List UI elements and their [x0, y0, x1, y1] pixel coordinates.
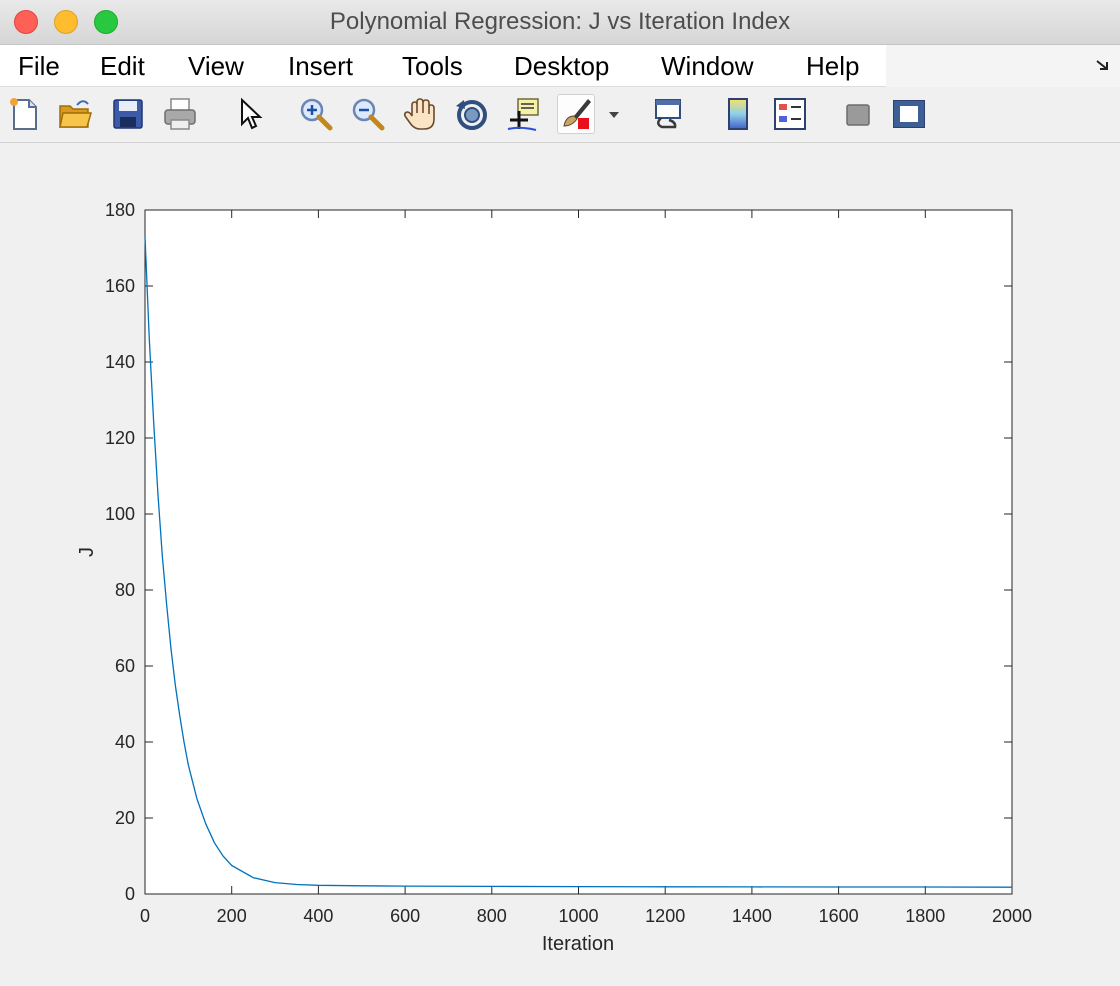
- x-tick-label: 0: [140, 906, 150, 926]
- hide-plot-tools-icon[interactable]: [840, 96, 876, 132]
- x-tick-label: 1200: [645, 906, 685, 926]
- figure-canvas[interactable]: 0 200 400 600 800 1000 1200 1400 1600 1800 2000 0 20…: [0, 143, 1120, 986]
- y-tick-label: 0: [125, 884, 135, 904]
- menu-strip: [0, 45, 886, 87]
- new-figure-icon[interactable]: [6, 96, 42, 132]
- dropdown-arrow-icon[interactable]: [604, 96, 624, 132]
- dock-figure-icon[interactable]: [1094, 57, 1112, 75]
- x-tick-label: 1800: [905, 906, 945, 926]
- pan-hand-icon[interactable]: [402, 96, 438, 132]
- zoom-window-button[interactable]: [94, 10, 118, 34]
- menu-tools[interactable]: Tools: [402, 51, 463, 81]
- menu-desktop[interactable]: Desktop: [514, 51, 610, 81]
- figure-toolbar: [0, 88, 1120, 143]
- pointer-icon[interactable]: [232, 96, 268, 132]
- x-tick-label: 400: [303, 906, 333, 926]
- save-icon[interactable]: [110, 96, 146, 132]
- legend-icon[interactable]: [772, 96, 808, 132]
- open-file-icon[interactable]: [57, 96, 93, 132]
- y-axis-label: J: [76, 547, 98, 557]
- y-tick-label: 40: [115, 732, 135, 752]
- line-chart[interactable]: 0 200 400 600 800 1000 1200 1400 1600 1800 2000 0 20…: [0, 143, 1120, 986]
- y-tick-label: 120: [105, 428, 135, 448]
- print-icon[interactable]: [162, 96, 198, 132]
- x-tick-label: 800: [477, 906, 507, 926]
- y-tick-label: 60: [115, 656, 135, 676]
- menu-edit[interactable]: Edit: [100, 51, 145, 81]
- data-cursor-icon[interactable]: [506, 96, 542, 132]
- show-plot-tools-icon[interactable]: [891, 96, 927, 132]
- x-tick-label: 2000: [992, 906, 1032, 926]
- x-axis-label: Iteration: [542, 933, 614, 955]
- menu-help[interactable]: Help: [806, 51, 860, 81]
- brush-icon[interactable]: [558, 96, 594, 132]
- y-tick-label: 160: [105, 276, 135, 296]
- minimize-window-button[interactable]: [54, 10, 78, 34]
- close-window-button[interactable]: [14, 10, 38, 34]
- x-tick-label: 600: [390, 906, 420, 926]
- y-tick-label: 100: [105, 504, 135, 524]
- x-tick-label: 1600: [819, 906, 859, 926]
- axes-box: [144, 209, 1013, 895]
- rotate-3d-icon[interactable]: [454, 96, 490, 132]
- zoom-in-icon[interactable]: [298, 96, 334, 132]
- title-bar: Polynomial Regression: J vs Iteration In…: [0, 0, 1120, 45]
- menu-window[interactable]: Window: [661, 51, 754, 81]
- y-tick-label: 140: [105, 352, 135, 372]
- cost-line: [144, 236, 1013, 888]
- menu-file[interactable]: File: [18, 51, 60, 81]
- y-tick-label: 20: [115, 808, 135, 828]
- x-tick-label: 1000: [558, 906, 598, 926]
- zoom-out-icon[interactable]: [350, 96, 386, 132]
- window-title: Polynomial Regression: J vs Iteration In…: [329, 8, 791, 35]
- y-tick-label: 180: [105, 200, 135, 220]
- x-tick-label: 1400: [732, 906, 772, 926]
- x-tick-label: 200: [217, 906, 247, 926]
- colorbar-icon[interactable]: [720, 96, 756, 132]
- y-tick-label: 80: [115, 580, 135, 600]
- menu-view[interactable]: View: [188, 51, 244, 81]
- menu-bar: File Edit View Insert Tools Desktop Wind…: [0, 45, 1120, 87]
- link-plot-icon[interactable]: [651, 96, 687, 132]
- menu-insert[interactable]: Insert: [288, 51, 354, 81]
